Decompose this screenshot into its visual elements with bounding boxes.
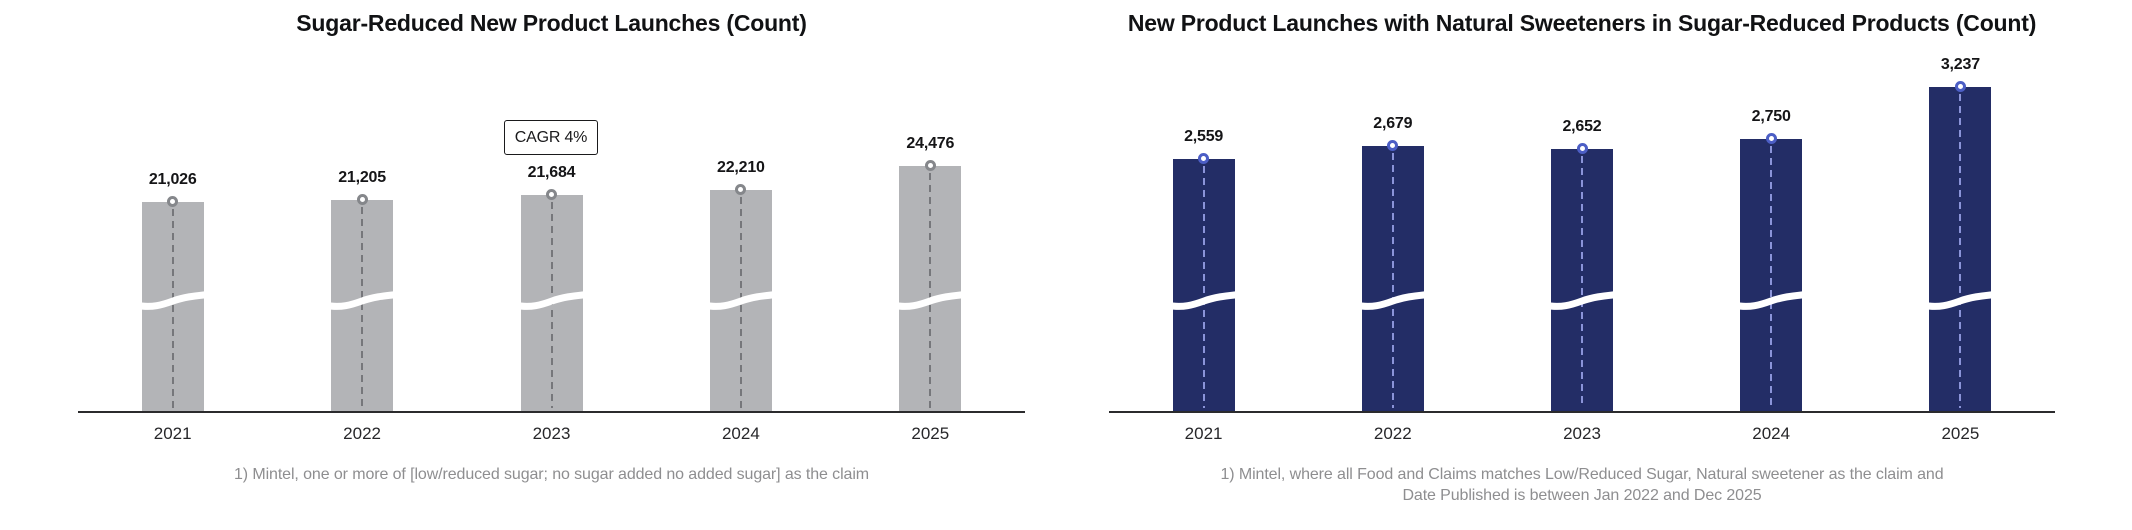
bar-center-dashed-line [1391,153,1394,408]
bar-value-label: 21,205 [338,169,386,186]
data-point-marker-icon [1765,133,1777,144]
data-point-marker-icon [1198,153,1210,164]
bar-value-label: 21,026 [148,171,197,188]
bar [141,196,204,411]
data-point-marker-icon [1576,143,1588,154]
bar-value-label: 24,476 [906,135,955,152]
x-tick-label: 2022 [343,424,381,443]
data-point-marker-icon [735,184,747,195]
bar-value-label: 2,559 [1184,128,1224,145]
chart-panel-sugar-reduced: Sugar-Reduced New Product Launches (Coun… [78,0,1025,530]
chart-panel-natural-sweeteners: New Product Launches with Natural Sweete… [1109,0,2055,530]
bar-value-label: 21,684 [527,164,576,181]
bar [520,189,583,411]
chart-footnote: 1) Mintel, where all Food and Claims mat… [1109,464,2055,506]
cagr-annotation-box: CAGR 4% [504,120,598,155]
axis-break-mark [709,291,772,310]
bar-center-dashed-line [550,202,553,408]
bar-value-label: 3,237 [1940,56,1980,73]
x-tick-label: 2022 [1373,424,1412,443]
axis-break-mark [141,291,204,310]
bar-center-dashed-line [171,209,174,408]
axis-break-mark [1929,291,1992,310]
bar [1740,133,1803,411]
chart-footnote: 1) Mintel, one or more of [low/reduced s… [78,464,1025,485]
bar-center-dashed-line [361,207,364,408]
bar [899,160,962,411]
footnote-line: Date Published is between Jan 2022 and D… [1402,487,1762,504]
cagr-annotation-label: CAGR 4% [514,128,588,146]
chart-title: Sugar-Reduced New Product Launches (Coun… [296,10,807,36]
data-point-marker-icon [1954,81,1966,92]
axis-break-mark [520,291,583,310]
bar-value-label: 22,210 [717,159,765,176]
x-tick-label: 2023 [1563,424,1601,443]
bar [1172,153,1235,411]
bar-center-dashed-line [1959,94,1962,408]
bar [331,194,394,411]
data-point-marker-icon [1387,140,1399,151]
data-point-marker-icon [167,196,179,207]
bar-center-dashed-line [1581,156,1583,408]
footnote-line: 1) Mintel, one or more of [low/reduced s… [233,466,870,483]
x-tick-label: 2021 [1184,424,1223,443]
axis-break-mark [331,291,394,310]
x-axis-line [1109,411,2055,413]
bar-center-dashed-line [929,173,932,408]
bar-value-label: 2,750 [1751,108,1791,125]
x-tick-label: 2021 [153,424,192,443]
bar [1929,81,1992,411]
axis-break-mark [1740,291,1803,310]
axis-break-mark [1551,291,1613,310]
data-point-marker-icon [546,189,557,200]
data-point-marker-icon [356,194,368,205]
bar-center-dashed-line [1770,146,1773,408]
axis-break-mark [1172,291,1235,310]
data-point-marker-icon [924,160,936,171]
bar [1361,140,1424,411]
axis-break-mark [899,291,962,310]
axis-break-mark [1361,291,1424,310]
x-axis-line [78,411,1025,413]
footnote-line: 1) Mintel, where all Food and Claims mat… [1220,466,1944,483]
bar-value-label: 2,652 [1562,118,1602,135]
bar [709,184,772,411]
x-tick-label: 2025 [1941,424,1980,443]
chart-title: New Product Launches with Natural Sweete… [1127,10,2037,36]
bar [1551,143,1613,411]
bar-center-dashed-line [1202,166,1205,408]
x-tick-label: 2025 [911,424,950,443]
bar-value-label: 2,679 [1373,115,1413,132]
x-tick-label: 2024 [721,424,760,443]
x-tick-label: 2023 [532,424,571,443]
x-tick-label: 2024 [1752,424,1791,443]
